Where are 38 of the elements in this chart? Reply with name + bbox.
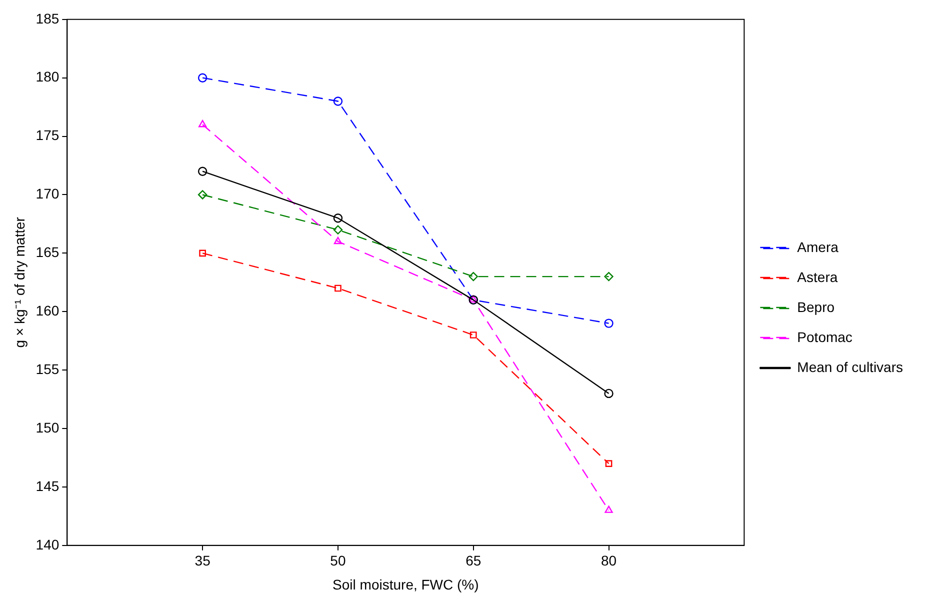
point bbox=[333, 96, 343, 106]
x-tick-label: 35 bbox=[194, 552, 211, 569]
y-tick-label: 185 bbox=[36, 10, 60, 26]
y-tick-label: 150 bbox=[36, 419, 60, 436]
legend-label: Amera bbox=[797, 238, 839, 255]
point bbox=[198, 190, 208, 200]
point bbox=[198, 166, 208, 176]
y-tick-label: 170 bbox=[36, 186, 60, 202]
y-axis-title: g × kg⁻¹ of dry matter bbox=[11, 216, 28, 348]
point bbox=[198, 73, 208, 82]
y-tick-label: 160 bbox=[36, 302, 60, 318]
y-tick-label: 180 bbox=[36, 68, 60, 85]
legend-label: Mean of cultivars bbox=[797, 358, 904, 375]
point bbox=[334, 284, 342, 292]
legend-label: Potomac bbox=[797, 328, 852, 345]
point bbox=[604, 388, 614, 398]
point bbox=[470, 332, 477, 338]
legend-label: Bepro bbox=[797, 298, 835, 315]
point bbox=[334, 236, 342, 244]
point bbox=[604, 272, 614, 282]
point bbox=[333, 214, 343, 223]
point bbox=[199, 250, 206, 257]
point bbox=[605, 460, 612, 468]
y-tick-label: 155 bbox=[36, 360, 60, 377]
point bbox=[468, 272, 478, 282]
x-tick-label: 80 bbox=[600, 552, 617, 569]
legend-label: Astera bbox=[797, 268, 838, 285]
y-tick-label: 145 bbox=[36, 478, 60, 494]
y-tick-label: 165 bbox=[36, 244, 60, 260]
point bbox=[198, 120, 207, 128]
x-axis-title: Soil moisture, FWC (%) bbox=[332, 576, 479, 592]
point bbox=[604, 318, 614, 328]
y-tick-label: 140 bbox=[36, 536, 60, 552]
y-tick-label: 175 bbox=[36, 127, 60, 144]
x-tick-label: 65 bbox=[466, 552, 482, 569]
point bbox=[604, 506, 613, 513]
point bbox=[333, 225, 343, 234]
x-tick-label: 50 bbox=[330, 552, 346, 569]
